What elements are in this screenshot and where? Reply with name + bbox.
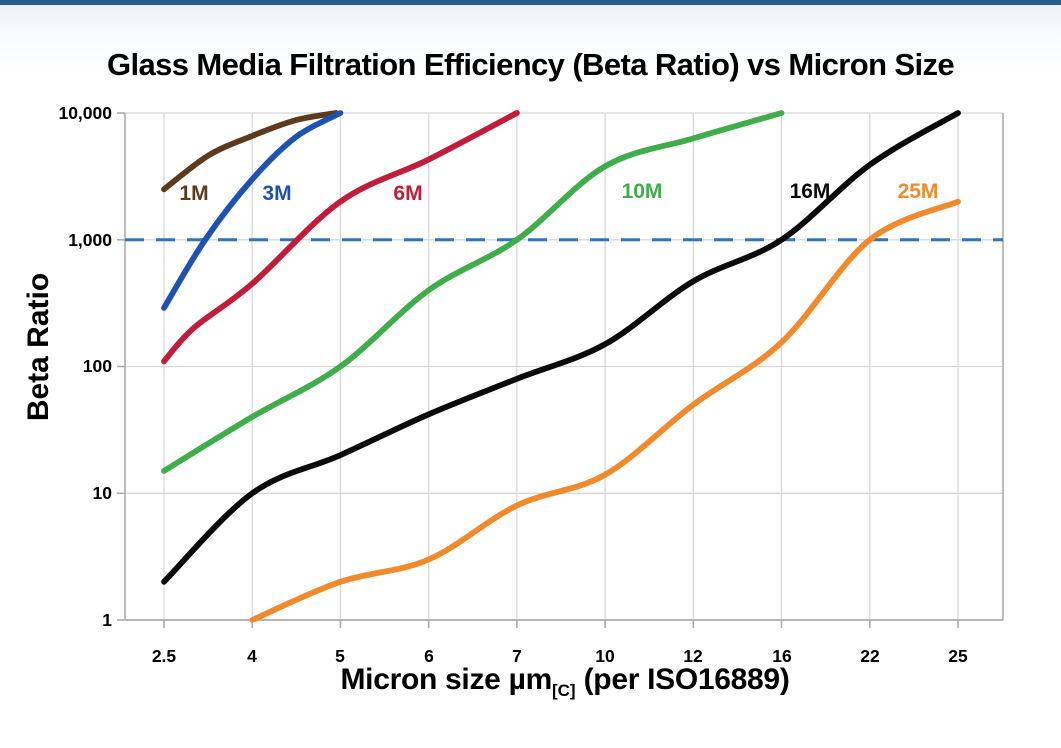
x-tick-label-5: 5 (335, 646, 345, 666)
series-label-10M: 10M (621, 180, 663, 203)
series-label-16M: 16M (789, 180, 831, 203)
x-tick-label-25: 25 (948, 646, 968, 666)
y-tick-label-1000: 1,000 (68, 230, 112, 250)
y-tick-label-1: 1 (102, 610, 112, 630)
curve-3M (161, 110, 344, 311)
series-label-1M: 1M (179, 182, 209, 205)
x-tick-label-6: 6 (424, 646, 434, 666)
y-tick-label-100: 100 (82, 356, 112, 376)
curve-6M (161, 110, 520, 365)
chart-title: Glass Media Filtration Efficiency (Beta … (106, 47, 955, 82)
x-axis-title-subscript: [C] (551, 681, 576, 700)
x-axis-title: Micron size µm[C] (per ISO16889) (340, 663, 789, 701)
curve-25M (249, 198, 961, 623)
series-label-25M: 25M (897, 180, 939, 203)
top-accent-bar (0, 0, 1061, 5)
curve-16M (161, 110, 961, 585)
x-tick-label-12: 12 (683, 646, 703, 666)
curve-10M (161, 110, 785, 474)
y-tick-label-10000: 10,000 (58, 103, 112, 123)
y-tick-label-10: 10 (92, 483, 112, 503)
x-tick-label-7: 7 (512, 646, 522, 666)
x-axis-title-main: Micron size µm (340, 663, 552, 696)
curve-1M (161, 110, 339, 193)
x-tick-label-22: 22 (860, 646, 880, 666)
x-axis-title-tail: (per ISO16889) (575, 663, 790, 696)
x-tick-label-16: 16 (772, 646, 792, 666)
series-label-6M: 6M (393, 182, 423, 205)
x-tick-label-2_5: 2.5 (151, 646, 177, 666)
x-tick-label-4: 4 (247, 646, 257, 666)
series-label-3M: 3M (262, 182, 292, 205)
x-tick-label-10: 10 (595, 646, 615, 666)
y-axis-title: Beta Ratio (22, 272, 55, 422)
